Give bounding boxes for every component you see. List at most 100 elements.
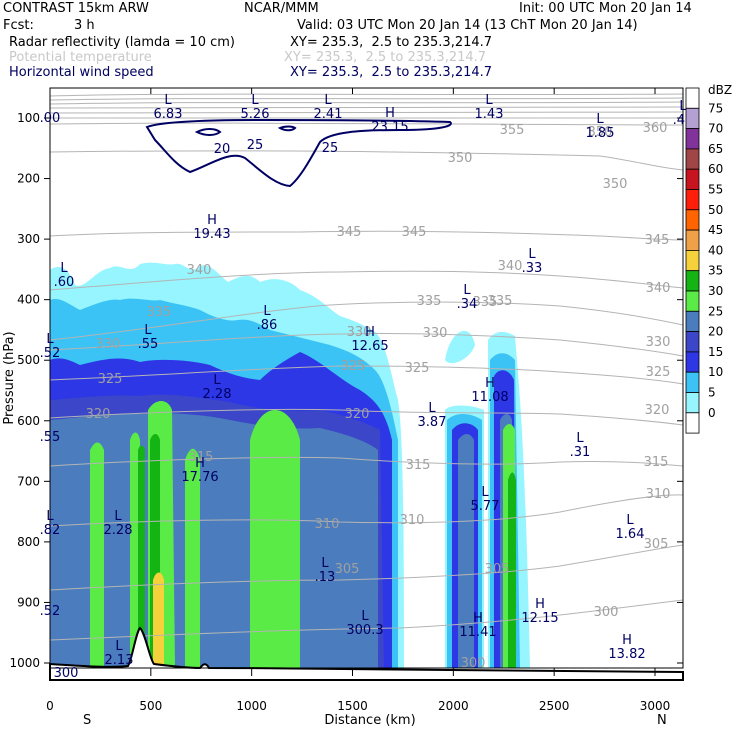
extremum-kind-22: L [481,485,489,500]
extremum-value-11: .34 [457,297,478,312]
colorbar-level-30: 30 [708,284,723,298]
extremum-value-21: 17.76 [181,470,218,485]
colorbar-level-0: 0 [708,406,716,420]
extremum-kind-19: L [576,431,584,446]
theta-label-21: 325 [646,365,671,380]
y-tick-label-1000: 1000 [9,656,40,670]
field-theta-name: Potential temperature [9,50,152,65]
extremum-value-33: 13.82 [608,647,645,662]
colorbar-unit: dBZ [708,83,732,97]
colorbar-swatch-9 [685,270,700,292]
extremum-value-17: 2.28 [203,387,232,402]
colorbar-swatch-6 [685,209,700,231]
x-tick-label-0: 0 [46,699,54,713]
extremum-kind-31: L [115,639,123,654]
extremum-kind-2: L [251,93,259,108]
extremum-kind-9: L [60,261,68,276]
field-theta-xy: XY= 235.3, 2.5 to 235.3,214.7 [284,50,487,65]
field-reflectivity-xy: XY= 235.3, 2.5 to 235.3,214.7 [290,35,493,50]
colorbar-swatch-12 [685,331,700,353]
colorbar-level-25: 25 [708,304,723,318]
extremum-kind-16: H [485,376,495,391]
extremum-value-12: .86 [257,318,278,333]
theta-label-11: 335 [417,294,442,309]
colorbar-swatch-2 [685,128,700,150]
forecast-label: Fcst: [3,18,34,33]
theta-label-34: 305 [644,537,669,552]
organization: NCAR/MMM [244,1,319,16]
reflectivity-area-22 [508,472,516,668]
extremum-value-20: .55 [40,430,61,445]
y-tick-label-800: 800 [17,535,40,549]
extremum-value-1: 6.83 [154,107,183,122]
extremum-value-31: 2.13 [105,653,134,668]
colorbar-swatch-16 [685,412,700,434]
field-reflectivity-name: Radar reflectivity (lamda = 10 cm) [9,35,235,50]
colorbar-level-70: 70 [708,122,723,136]
colorbar-swatch-4 [685,168,700,190]
theta-label-35: 300 [594,605,619,620]
reflectivity-fill [50,88,683,668]
colorbar-swatch-8 [685,249,700,272]
colorbar-swatch-14 [685,371,700,393]
extremum-value-8: 19.43 [193,227,230,242]
extremum-value-15: 12.65 [351,339,388,354]
extremum-value-5: 1.43 [475,107,504,122]
theta-label-19: 325 [341,359,366,374]
x-tick-label-2000: 2000 [438,699,469,713]
axes: 100 200 300 400 500 600 700 800 900 1000 0 500 1000 1… [2,87,684,728]
wind-label-2: 25 [322,141,339,156]
theta-label-23: 320 [86,407,111,422]
theta-label-26: 315 [189,450,214,465]
field-wind-name: Horizontal wind speed [9,65,154,80]
extremum-value-30: 12.15 [521,611,558,626]
extremum-kind-15: H [365,325,375,340]
extremum-kind-4: H [385,106,395,121]
theta-label-17: 330 [646,335,671,350]
wind-label-0: 20 [214,142,231,157]
x-axis-label: Distance (km) [324,713,415,728]
x-tick-label-3000: 3000 [640,699,671,713]
theta-label-20: 325 [405,361,430,376]
colorbar-swatch-5 [685,189,700,211]
theta-label-18: 330 [96,337,121,352]
extremum-kind-1: L [164,93,172,108]
extremum-value-0: .00 [40,111,61,126]
extremum-value-7: 1.85 [586,126,615,141]
extremum-kind-13: L [144,323,152,338]
theta-label-1: 350 [588,125,613,140]
theta-label-22: 325 [98,372,123,387]
y-tick-label-200: 200 [17,172,40,186]
extremum-kind-11: L [463,283,471,298]
theta-label-27: 315 [406,458,431,473]
x-tick-label-1500: 1500 [337,699,368,713]
extremum-value-24: .82 [40,523,61,538]
colorbar-level-60: 60 [708,162,723,176]
y-tick-label-900: 900 [17,595,40,609]
theta-label-9: 340 [498,259,523,274]
theta-label-30: 310 [400,513,425,528]
extremum-value-28: 300.3 [346,623,383,638]
wind-label-1: 25 [247,138,264,153]
extremum-kind-7: L [596,112,604,127]
extremum-kind-25: L [114,509,122,524]
reflectivity-area-23 [153,572,164,668]
plot-frame [49,87,684,669]
extremum-value-19: .31 [570,445,591,460]
theta-label-36: 300 [461,656,486,671]
model-name: CONTRAST 15km ARW [3,1,149,16]
extremum-value-27: .52 [40,604,61,619]
theta-label-10: 340 [646,281,671,296]
theta-label-8: 340 [187,263,212,278]
colorbar-level-40: 40 [708,243,723,257]
terrain-surface [49,626,684,681]
extremum-value-25: 2.28 [104,523,133,538]
reflectivity-area-14 [250,410,300,668]
y-tick-label-400: 400 [17,293,40,307]
theta-label-7: 345 [645,233,670,248]
theta-label-16: 330 [423,326,448,341]
extremum-kind-26: L [321,556,329,571]
colorbar-level-65: 65 [708,142,723,156]
extremum-kind-30: H [535,597,545,612]
